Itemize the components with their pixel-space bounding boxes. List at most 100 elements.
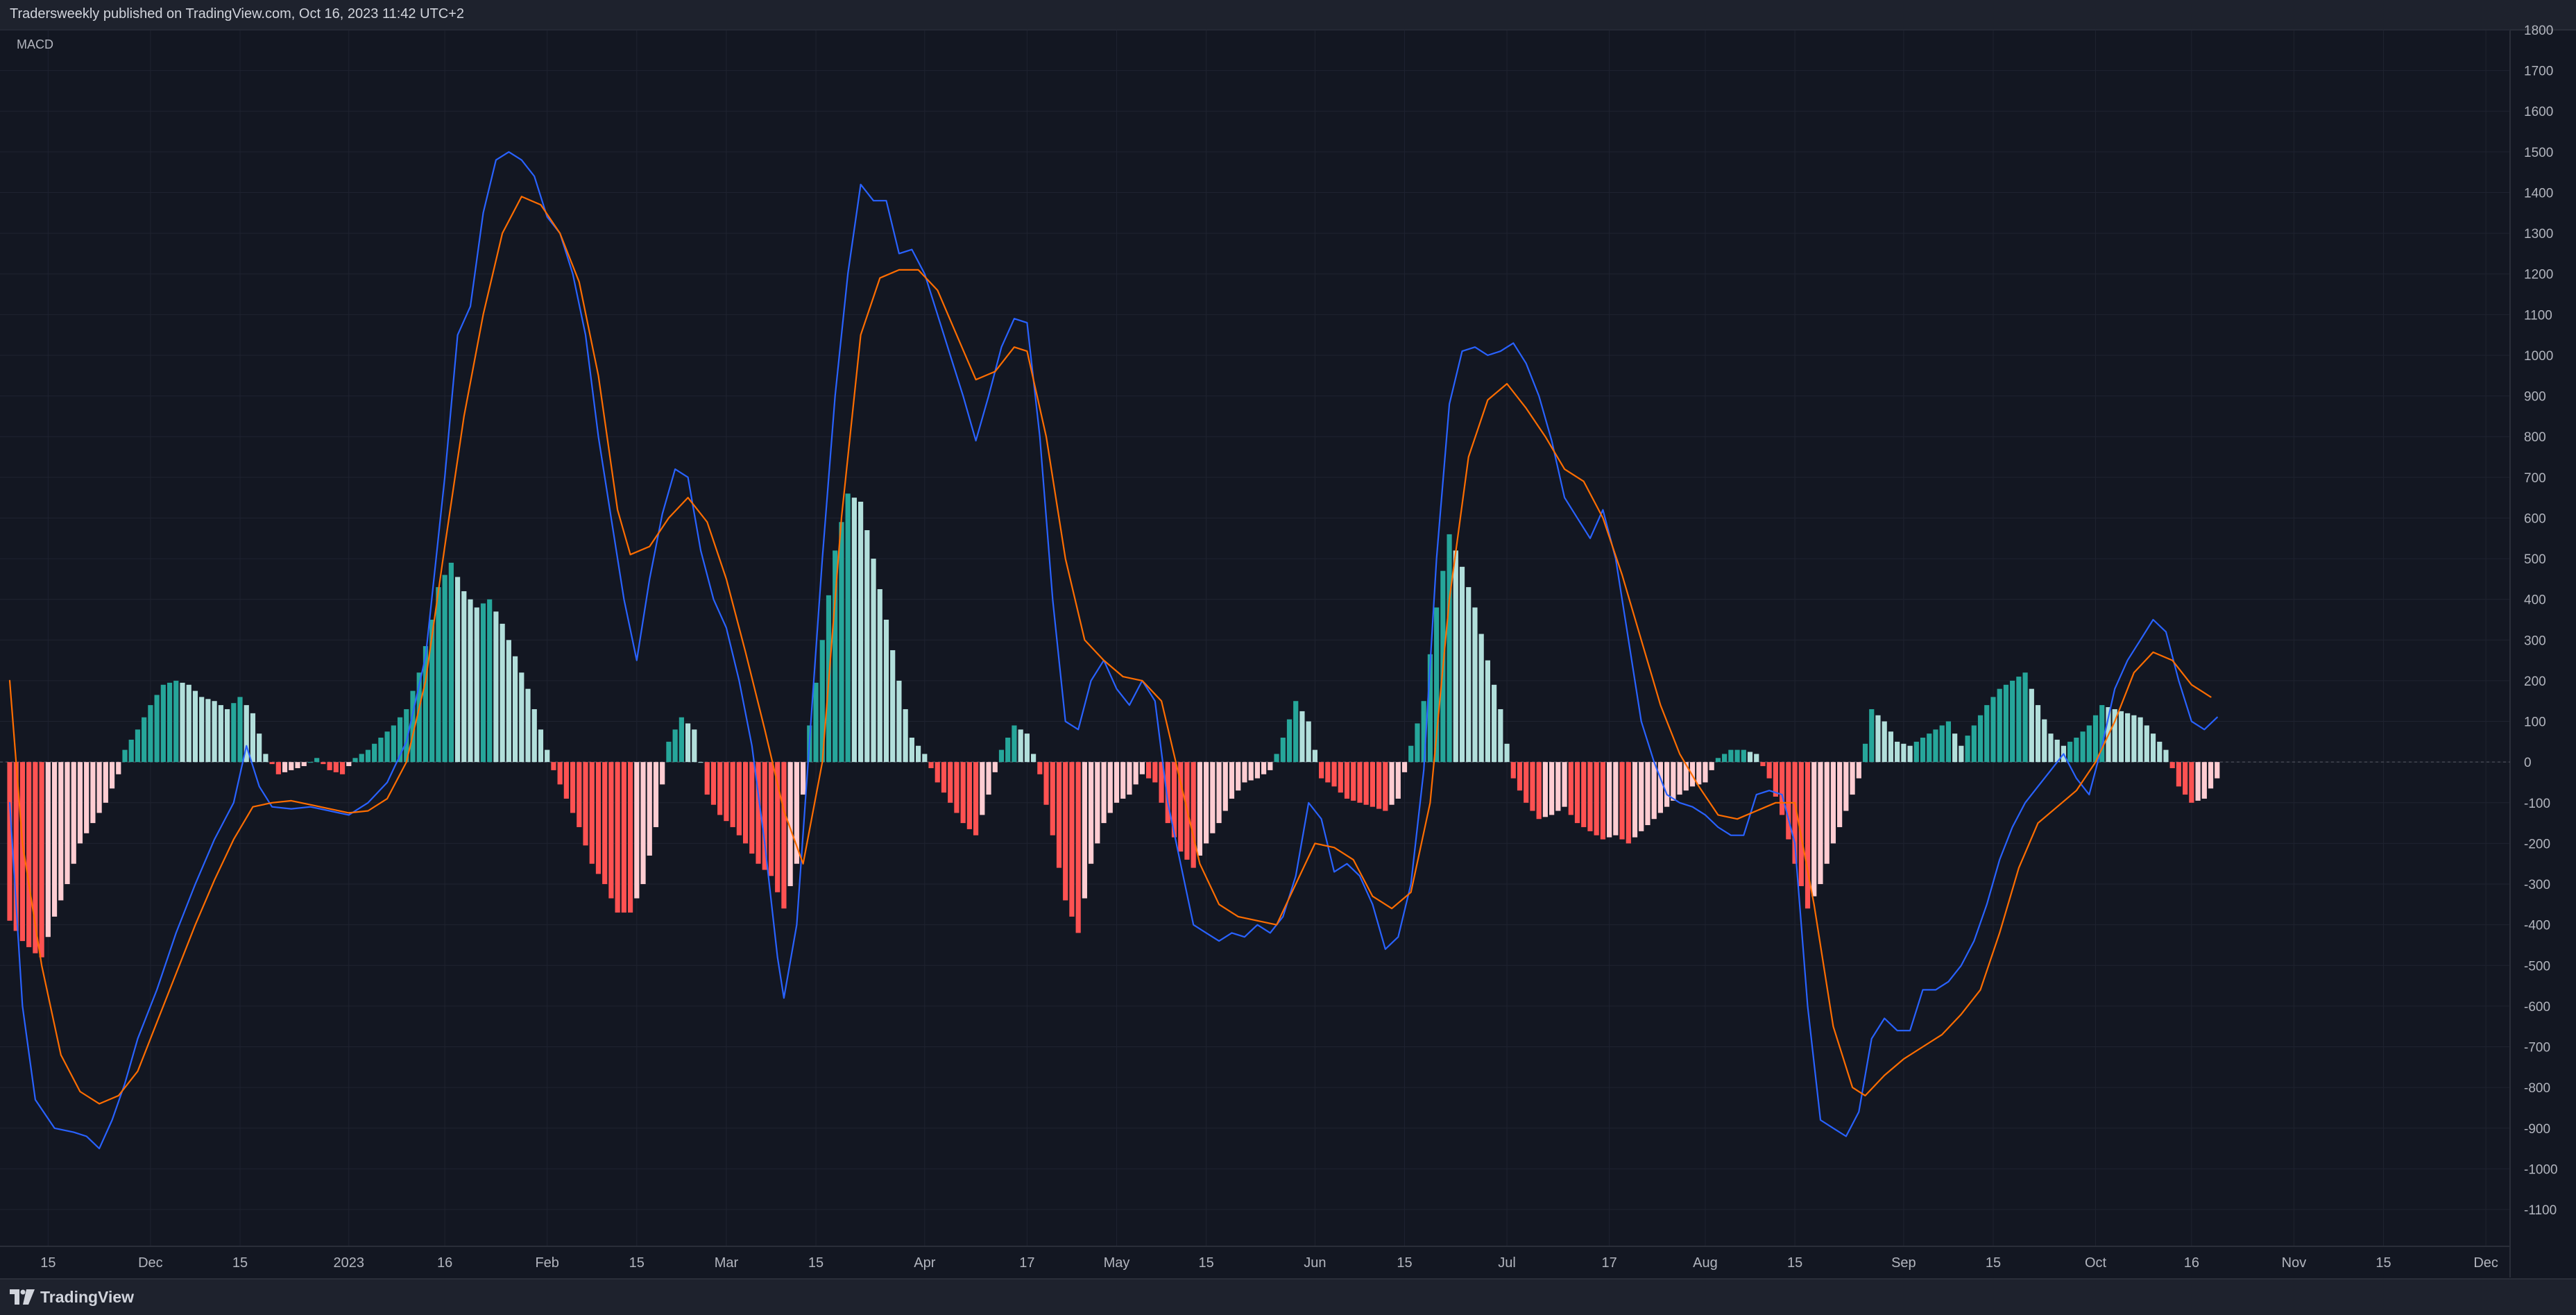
histogram-bar (1376, 762, 1382, 809)
histogram-bar (205, 699, 211, 763)
histogram-bar (45, 762, 51, 938)
y-tick-label: 300 (2524, 634, 2546, 648)
histogram-bar (781, 762, 787, 909)
histogram-bar (2042, 719, 2047, 763)
histogram-bar (1562, 762, 1567, 807)
histogram-bar (359, 754, 364, 763)
histogram-bar (851, 498, 857, 763)
histogram-bar (1280, 738, 1286, 763)
tradingview-logo-icon (10, 1289, 35, 1305)
y-tick-label: 700 (2524, 471, 2546, 486)
histogram-bar (199, 697, 205, 763)
histogram-bar (2183, 762, 2188, 795)
histogram-bar (557, 762, 563, 785)
histogram-bar (1351, 762, 1356, 801)
histogram-bar (1114, 762, 1120, 803)
x-tick-label: Feb (535, 1255, 558, 1271)
x-tick-label: Jun (1304, 1255, 1326, 1271)
histogram-bar (845, 493, 851, 763)
histogram-bar (429, 620, 435, 763)
histogram-bar (608, 762, 614, 899)
histogram-bar (941, 762, 947, 793)
histogram-bar (1319, 762, 1324, 779)
histogram-bar (218, 705, 223, 763)
y-tick-label: 1100 (2524, 308, 2552, 323)
histogram-bar (1875, 715, 1881, 763)
time-axis[interactable]: 15 Dec 15 2023 16 Feb 15 Mar 15 Apr 17 May 15 Jun 15 Ju… (40, 1255, 2498, 1271)
x-tick-label: Nov (2282, 1255, 2307, 1271)
histogram-bar (1139, 762, 1145, 774)
histogram-bar (1120, 762, 1126, 799)
histogram-bar (224, 709, 230, 763)
y-tick-label: -800 (2524, 1081, 2550, 1096)
histogram-bar (1850, 762, 1855, 795)
histogram-bar (1306, 721, 1311, 763)
histogram-bar (1069, 762, 1075, 917)
histogram-bar (1830, 762, 1836, 844)
histogram-bar (756, 762, 761, 864)
histogram-bar (1331, 762, 1337, 787)
histogram-bar (519, 672, 524, 763)
histogram-bar (1786, 762, 1791, 840)
histogram-bar (1312, 749, 1317, 763)
histogram-bar (1927, 733, 1932, 763)
histogram-bar (1056, 762, 1062, 868)
histogram-bar (352, 758, 358, 763)
histogram-bar (1965, 736, 1970, 763)
histogram-bar (500, 623, 505, 763)
histogram-bar (992, 762, 998, 772)
histogram-bar (1274, 754, 1279, 763)
histogram-bar (980, 762, 985, 815)
histogram-bar (928, 762, 934, 768)
price-axis[interactable]: 1800170016001500140013001200110010009008… (2524, 24, 2558, 1218)
histogram-bar (1242, 762, 1247, 783)
histogram-bar (1555, 762, 1561, 811)
histogram-bar (2144, 725, 2149, 763)
histogram-bar (1191, 762, 1196, 868)
histogram-bar (1574, 762, 1580, 824)
histogram-bar (1082, 762, 1087, 899)
histogram-bar (461, 591, 467, 763)
histogram-bar (384, 731, 390, 763)
histogram-bar (327, 762, 332, 770)
histogram-bar (1210, 762, 1216, 833)
histogram-bar (858, 502, 864, 763)
signal-line (8, 196, 2212, 1105)
x-tick-label: 15 (808, 1255, 824, 1271)
tradingview-brand[interactable]: TradingView (10, 1287, 134, 1307)
histogram-bar (660, 762, 665, 785)
histogram-bar (960, 762, 966, 824)
histogram-bar (909, 738, 914, 763)
histogram-bar (416, 672, 422, 763)
histogram-bar (135, 729, 141, 763)
histogram-bar (1453, 550, 1458, 763)
histogram-bar (724, 762, 729, 822)
y-tick-label: 1600 (2524, 105, 2553, 119)
indicator-label[interactable]: MACD (17, 37, 53, 51)
histogram-bar (890, 650, 896, 763)
y-tick-label: -900 (2524, 1122, 2550, 1137)
histogram-bar (448, 562, 454, 763)
histogram-bar (1524, 762, 1529, 803)
histogram-bar (1581, 762, 1587, 827)
histogram-bar (577, 762, 582, 827)
histogram-bar (883, 620, 889, 763)
histogram-bar (787, 762, 793, 886)
histogram-bar (916, 745, 921, 763)
histogram-bar (2003, 684, 2009, 763)
histogram-bar (506, 640, 511, 763)
histogram-bar (730, 762, 735, 827)
histogram-bar (142, 717, 147, 763)
x-tick-label: 15 (2375, 1255, 2391, 1271)
histogram-bar (391, 725, 396, 763)
histogram-bar (1651, 762, 1657, 820)
histogram-bar (749, 762, 755, 854)
histogram-bar (551, 762, 556, 770)
y-tick-label: -700 (2524, 1041, 2550, 1055)
histogram-bar (1613, 762, 1619, 835)
histogram-bar (33, 762, 38, 953)
histogram-bar (212, 701, 217, 763)
histogram-bar (410, 690, 416, 763)
histogram-bar (1159, 762, 1164, 803)
x-tick-label: Mar (715, 1255, 739, 1271)
